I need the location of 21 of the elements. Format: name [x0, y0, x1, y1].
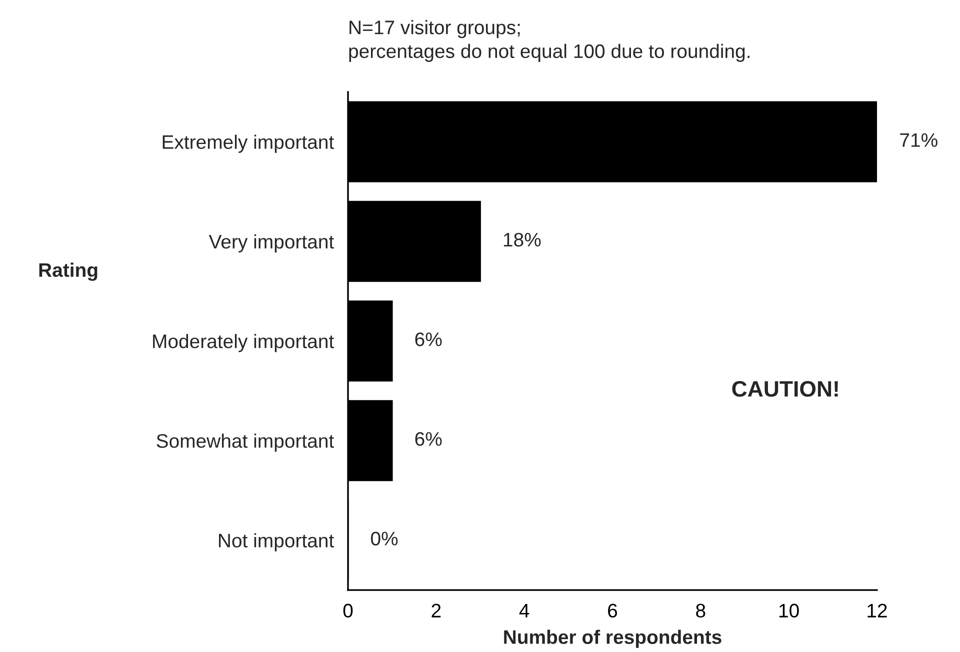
x-tick-label: 2	[432, 604, 441, 618]
x-tick-label: 4	[519, 604, 530, 618]
annotation: 18%	[504, 232, 541, 247]
y-tick-label: Very important	[208, 234, 334, 252]
y-axis-title: Rating	[39, 262, 98, 281]
x-tick-label: 12	[868, 604, 887, 618]
text: N=17 visitor groups; percentages do not equal 100 due to rounding.	[349, 20, 750, 62]
annotation: CAUTION!	[732, 381, 838, 397]
x-tick-label: 10	[779, 604, 799, 618]
x-tick-label: 0	[343, 604, 353, 618]
y-tick-label: Not important	[219, 533, 334, 552]
annotation: 0%	[370, 532, 398, 546]
x-tick-label: 6	[608, 604, 618, 618]
annotation: 71%	[900, 133, 938, 147]
y-tick-label: Extremely important	[162, 134, 334, 153]
x-tick-label: 8	[696, 604, 706, 618]
x-axis-title: Number of respondents	[504, 630, 722, 648]
annotation: 6%	[415, 432, 442, 446]
annotation: 6%	[415, 332, 442, 346]
y-tick-label: Moderately important	[153, 334, 334, 352]
y-tick-label: Somewhat important	[156, 434, 334, 452]
